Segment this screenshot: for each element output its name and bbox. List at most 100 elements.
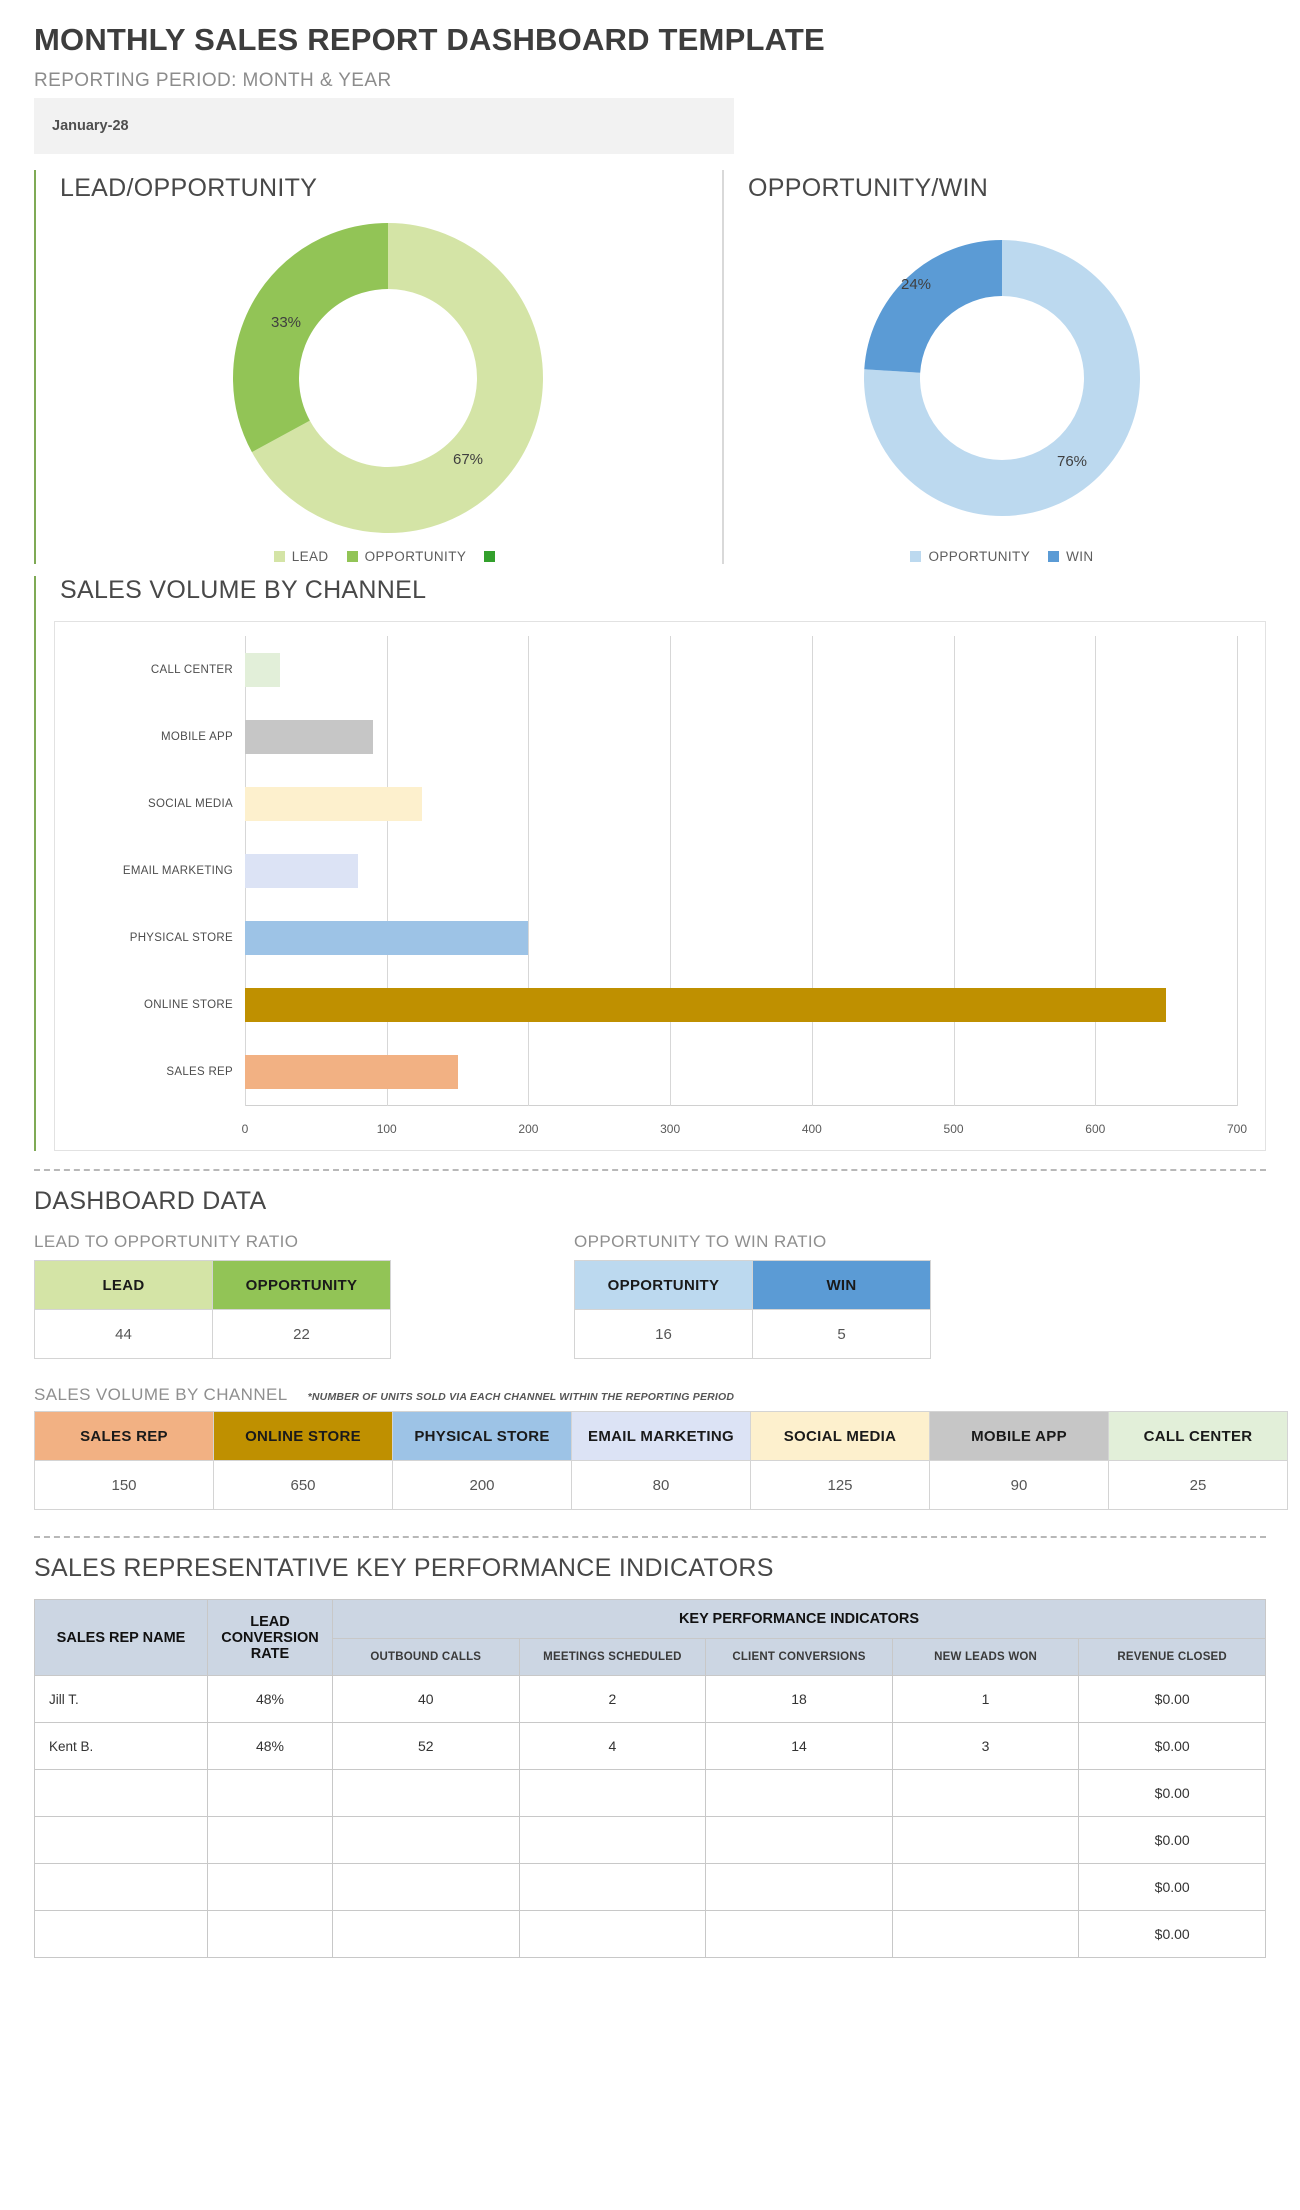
cell-outbound-calls[interactable]	[332, 1769, 520, 1817]
cell-new-leads[interactable]	[891, 1863, 1080, 1911]
opportunity-win-donut: 24% 76%	[837, 213, 1167, 543]
td-win-value[interactable]: 5	[752, 1309, 931, 1359]
ratio-tables-row: LEAD TO OPPORTUNITY RATIO LEAD OPPORTUNI…	[34, 1232, 1266, 1359]
cell-conversions[interactable]	[705, 1863, 893, 1911]
legend-item-opportunity[interactable]: OPPORTUNITY	[346, 549, 467, 564]
td-opportunity-value[interactable]: 22	[212, 1309, 391, 1359]
cell-conversions[interactable]	[705, 1816, 893, 1864]
cell-outbound-calls[interactable]: 40	[332, 1675, 520, 1723]
th-channel-email-marketing: EMAIL MARKETING	[571, 1411, 751, 1461]
bar-email-marketing[interactable]	[245, 854, 359, 888]
cell-new-leads[interactable]: 3	[891, 1722, 1080, 1770]
cell-rate[interactable]: 48%	[207, 1722, 333, 1770]
cell-rate[interactable]	[207, 1769, 333, 1817]
cell-name[interactable]	[34, 1863, 208, 1911]
cell-name[interactable]: Jill T.	[34, 1675, 208, 1723]
x-tick-label: 700	[1226, 1122, 1248, 1136]
cell-outbound-calls[interactable]	[332, 1816, 520, 1864]
td-channel-email-marketing[interactable]: 80	[571, 1460, 751, 1510]
cell-revenue[interactable]: $0.00	[1078, 1816, 1266, 1864]
x-tick-label: 500	[943, 1122, 964, 1136]
lead-to-opportunity-table: LEAD OPPORTUNITY 44 22	[34, 1260, 391, 1359]
cell-conversions[interactable]	[705, 1769, 893, 1817]
th-channel-call-center: CALL CENTER	[1108, 1411, 1288, 1461]
th-channel-physical-store: PHYSICAL STORE	[392, 1411, 572, 1461]
cell-revenue[interactable]: $0.00	[1078, 1769, 1266, 1817]
th-revenue-closed: REVENUE CLOSED	[1078, 1638, 1266, 1676]
cell-meetings[interactable]	[518, 1910, 707, 1958]
td-channel-mobile-app[interactable]: 90	[929, 1460, 1109, 1510]
opportunity-to-win-table: OPPORTUNITY WIN 16 5	[574, 1260, 931, 1359]
cell-rate[interactable]	[207, 1863, 333, 1911]
kpi-table: SALES REP NAME LEAD CONVERSION RATE KEY …	[34, 1599, 1266, 1958]
reporting-period-label: REPORTING PERIOD: MONTH & YEAR	[34, 70, 392, 91]
td-channel-physical-store[interactable]: 200	[392, 1460, 572, 1510]
kpi-table-body: Jill T. 48% 40 2 18 1 $0.00 Kent B. 48% 52 4 14 3 $0.…	[34, 1675, 1266, 1958]
cell-name[interactable]	[34, 1910, 208, 1958]
cell-rate[interactable]	[207, 1816, 333, 1864]
cell-revenue[interactable]: $0.00	[1078, 1722, 1266, 1770]
bar-label-social-media: SOCIAL MEDIA	[148, 797, 233, 810]
cell-outbound-calls[interactable]: 52	[332, 1722, 520, 1770]
cell-rate[interactable]	[207, 1910, 333, 1958]
cell-conversions[interactable]: 18	[705, 1675, 893, 1723]
opportunity-win-pct-win: 24%	[901, 276, 932, 293]
reporting-period-value: January-28	[52, 118, 129, 134]
td-channel-sales-rep[interactable]: 150	[34, 1460, 214, 1510]
th-channel-online-store: ONLINE STORE	[213, 1411, 393, 1461]
cell-name[interactable]	[34, 1816, 208, 1864]
cell-meetings[interactable]	[518, 1769, 707, 1817]
table-row: 150 650 200 80 125 90 25	[34, 1460, 1288, 1510]
kpi-table-head: SALES REP NAME LEAD CONVERSION RATE KEY …	[34, 1599, 1266, 1676]
cell-revenue[interactable]: $0.00	[1078, 1910, 1266, 1958]
cell-new-leads[interactable]	[891, 1910, 1080, 1958]
cell-new-leads[interactable]	[891, 1816, 1080, 1864]
cell-revenue[interactable]: $0.00	[1078, 1675, 1266, 1723]
bar-social-media[interactable]	[245, 786, 423, 821]
cell-name[interactable]	[34, 1769, 208, 1817]
cell-new-leads[interactable]: 1	[891, 1675, 1080, 1723]
cell-revenue[interactable]: $0.00	[1078, 1863, 1266, 1911]
td-channel-social-media[interactable]: 125	[750, 1460, 930, 1510]
legend-swatch-lead-icon	[273, 551, 285, 562]
legend-item-extra[interactable]	[484, 551, 502, 562]
bar-call-center[interactable]	[245, 652, 281, 687]
cell-rate[interactable]: 48%	[207, 1675, 333, 1723]
legend-item-lead[interactable]: LEAD	[273, 549, 329, 564]
legend-item-opportunity-blue[interactable]: OPPORTUNITY	[910, 549, 1030, 564]
cell-meetings[interactable]	[518, 1816, 707, 1864]
legend-item-win[interactable]: WIN	[1048, 549, 1093, 564]
cell-outbound-calls[interactable]	[332, 1863, 520, 1911]
bar-physical-store[interactable]	[245, 921, 529, 956]
cell-outbound-calls[interactable]	[332, 1910, 520, 1958]
kpi-heading: SALES REPRESENTATIVE KEY PERFORMANCE IND…	[34, 1554, 774, 1582]
divider-1	[34, 1169, 1266, 1171]
th-win: WIN	[752, 1260, 931, 1310]
gridline	[1095, 636, 1097, 1106]
cell-conversions[interactable]: 14	[705, 1722, 893, 1770]
opportunity-win-pct-opportunity: 76%	[1057, 453, 1088, 470]
cell-meetings[interactable]: 2	[518, 1675, 707, 1723]
th-meetings-scheduled: MEETINGS SCHEDULED	[518, 1638, 707, 1676]
reporting-period-field[interactable]: January-28	[34, 98, 734, 154]
cell-meetings[interactable]: 4	[518, 1722, 707, 1770]
bar-online-store[interactable]	[245, 988, 1167, 1023]
lead-opportunity-svg	[233, 223, 543, 533]
cell-meetings[interactable]	[518, 1863, 707, 1911]
th-opportunity: OPPORTUNITY	[212, 1260, 391, 1310]
bar-mobile-app[interactable]	[245, 719, 373, 754]
divider-2	[34, 1536, 1266, 1538]
sales-volume-table: SALES REP ONLINE STORE PHYSICAL STORE EMAIL…	[34, 1411, 1288, 1510]
opportunity-to-win-block: OPPORTUNITY TO WIN RATIO OPPORTUNITY WIN…	[574, 1232, 931, 1359]
td-channel-call-center[interactable]: 25	[1108, 1460, 1288, 1510]
bar-label-call-center: CALL CENTER	[150, 663, 233, 676]
bar-sales-rep[interactable]	[245, 1055, 458, 1090]
th-client-conversions: CLIENT CONVERSIONS	[705, 1638, 893, 1676]
td-opportunity-blue-value[interactable]: 16	[574, 1309, 753, 1359]
cell-conversions[interactable]	[705, 1910, 893, 1958]
cell-name[interactable]: Kent B.	[34, 1722, 208, 1770]
td-channel-online-store[interactable]: 650	[213, 1460, 393, 1510]
bar-label-physical-store: PHYSICAL STORE	[129, 932, 233, 945]
cell-new-leads[interactable]	[891, 1769, 1080, 1817]
td-lead-value[interactable]: 44	[34, 1309, 213, 1359]
